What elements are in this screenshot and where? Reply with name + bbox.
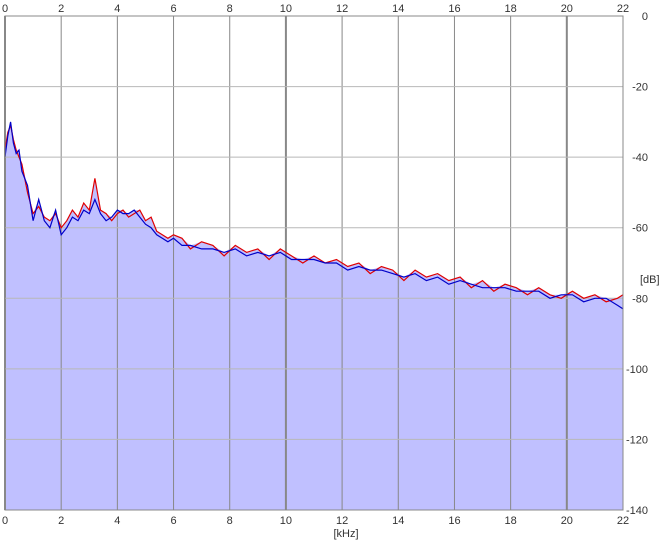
x-tick-label-bottom: 14 bbox=[392, 515, 404, 527]
x-tick-label-bottom: 4 bbox=[114, 515, 120, 527]
y-tick-label: -40 bbox=[632, 152, 648, 164]
y-axis-unit-label: [dB] bbox=[640, 274, 660, 286]
x-tick-label-top: 6 bbox=[170, 3, 176, 15]
spectrum-fill-layer bbox=[5, 121, 623, 511]
x-tick-label-bottom: 20 bbox=[561, 515, 573, 527]
x-tick-label-top: 16 bbox=[448, 3, 460, 15]
y-tick-label: -100 bbox=[626, 364, 648, 376]
x-tick-label-top: 10 bbox=[280, 3, 292, 15]
x-tick-label-bottom: 8 bbox=[227, 515, 233, 527]
y-tick-label: -60 bbox=[632, 223, 648, 235]
x-tick-label-top: 4 bbox=[114, 3, 120, 15]
x-tick-label-top: 0 bbox=[2, 3, 8, 15]
x-tick-label-top: 18 bbox=[505, 3, 517, 15]
x-tick-label-top: 12 bbox=[336, 3, 348, 15]
x-tick-label-bottom: 12 bbox=[336, 515, 348, 527]
x-tick-label-top: 8 bbox=[227, 3, 233, 15]
x-tick-label-bottom: 6 bbox=[170, 515, 176, 527]
y-axis-ticks: 0 -20 -40 -60 -80 -100 -120 -140 bbox=[626, 11, 648, 517]
x-tick-label-top: 14 bbox=[392, 3, 404, 15]
x-tick-label-top: 22 bbox=[617, 3, 629, 15]
x-tick-label-bottom: 16 bbox=[448, 515, 460, 527]
series-layer bbox=[4, 121, 624, 310]
y-tick-label: -80 bbox=[632, 293, 648, 305]
spectrum-area bbox=[5, 121, 623, 511]
plot-frame bbox=[4, 15, 624, 511]
x-tick-label-top: 20 bbox=[561, 3, 573, 15]
y-tick-label: -20 bbox=[632, 82, 648, 94]
x-tick-label-bottom: 18 bbox=[505, 515, 517, 527]
y-tick-label: -140 bbox=[626, 505, 648, 517]
grid-layer bbox=[4, 15, 624, 511]
series-line-2 bbox=[4, 121, 624, 310]
x-tick-label-top: 2 bbox=[58, 3, 64, 15]
x-tick-label-bottom: 10 bbox=[280, 515, 292, 527]
x-tick-label-bottom: 0 bbox=[2, 515, 8, 527]
y-tick-label: 0 bbox=[642, 11, 648, 23]
y-tick-label: -120 bbox=[626, 434, 648, 446]
x-tick-label-bottom: 2 bbox=[58, 515, 64, 527]
x-tick-label-bottom: 22 bbox=[617, 515, 629, 527]
x-axis-unit-label: [kHz] bbox=[333, 528, 358, 540]
